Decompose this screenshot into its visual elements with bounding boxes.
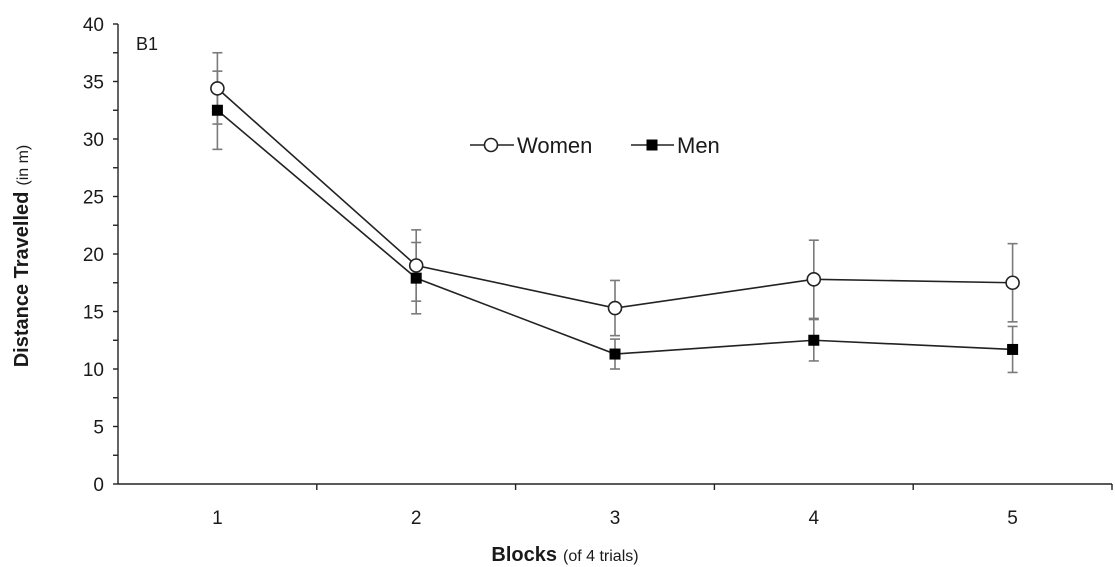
x-tick-labels: 1 2 3 4 5 bbox=[212, 508, 1018, 529]
data-point-women bbox=[607, 300, 623, 316]
y-tick-label: 30 bbox=[83, 130, 104, 151]
y-tick-label: 35 bbox=[83, 73, 104, 94]
data-point-women bbox=[1005, 275, 1020, 291]
series-line-women bbox=[216, 87, 1013, 309]
y-tick-label: 25 bbox=[83, 188, 104, 209]
x-axis-title-sub: (of 4 trials) bbox=[563, 548, 639, 565]
legend-marker-men bbox=[646, 139, 658, 151]
data-point-men bbox=[410, 272, 422, 284]
data-point-women bbox=[210, 81, 225, 96]
legend-marker-women bbox=[483, 137, 499, 153]
data-point-men bbox=[808, 334, 820, 346]
x-tick-label: 5 bbox=[1007, 508, 1018, 529]
data-point-women bbox=[408, 258, 424, 273]
legend-label-women: Women bbox=[517, 133, 592, 158]
series-markers bbox=[210, 81, 1020, 360]
data-point-men bbox=[211, 104, 223, 116]
data-point-women bbox=[806, 271, 822, 287]
x-tick-label: 4 bbox=[809, 508, 820, 529]
y-tick-label: 15 bbox=[83, 303, 104, 324]
panel-label: B1 bbox=[136, 34, 158, 54]
x-axis-title: Blocks (of 4 trials) bbox=[491, 544, 638, 566]
y-tick-label: 20 bbox=[83, 245, 104, 266]
y-axis-title-sub: (in m) bbox=[15, 145, 32, 186]
y-tick-label: 40 bbox=[83, 15, 104, 36]
x-tick-label: 1 bbox=[212, 508, 223, 529]
axes bbox=[113, 23, 1113, 490]
y-tick-label: 0 bbox=[93, 475, 104, 496]
data-point-men bbox=[1007, 343, 1019, 355]
legend: Women Men bbox=[470, 133, 720, 158]
x-tick-label: 3 bbox=[610, 508, 621, 529]
y-tick-label: 5 bbox=[93, 418, 104, 439]
x-tick-label: 2 bbox=[411, 508, 422, 529]
y-axis-title: Distance Travelled (in m) bbox=[11, 145, 33, 368]
x-axis-title-main: Blocks bbox=[491, 544, 557, 566]
y-tick-labels: 0 5 10 15 20 25 30 35 40 bbox=[83, 15, 104, 496]
y-axis-title-main: Distance Travelled bbox=[11, 192, 33, 368]
legend-label-men: Men bbox=[677, 133, 720, 158]
error-bars bbox=[212, 51, 1018, 374]
data-point-men bbox=[609, 348, 621, 360]
y-tick-label: 10 bbox=[83, 360, 104, 381]
